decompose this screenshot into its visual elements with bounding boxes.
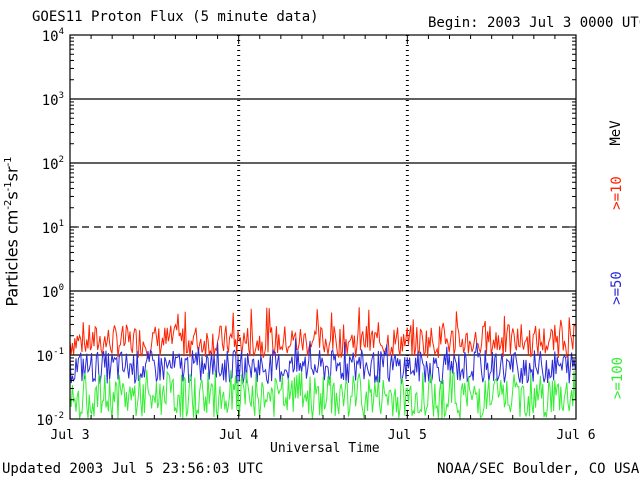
y-tick-label: 10-1	[36, 347, 64, 365]
source-label: NOAA/SEC Boulder, CO USA	[437, 461, 640, 477]
y-tick-label: 100	[42, 283, 64, 301]
y-tick-label: 101	[42, 219, 64, 237]
unit-label-mev: MeV	[608, 120, 624, 146]
y-tick-label: 102	[42, 155, 64, 173]
x-tick-label: Jul 3	[50, 428, 89, 443]
legend-ge10: >=10	[609, 176, 625, 210]
x-tick-label: Jul 4	[219, 428, 258, 443]
x-axis-label: Universal Time	[270, 441, 380, 456]
y-tick-label: 103	[42, 91, 64, 109]
begin-time-label: Begin: 2003 Jul 3 0000 UTC	[428, 15, 640, 31]
x-tick-label: Jul 6	[556, 428, 595, 443]
y-tick-label: 10-2	[36, 411, 64, 429]
chart-title: GOES11 Proton Flux (5 minute data)	[32, 9, 319, 25]
y-tick-label: 104	[42, 27, 64, 45]
series-line-ge100	[69, 369, 576, 419]
x-tick-label: Jul 5	[388, 428, 427, 443]
series-line-ge50	[69, 338, 576, 385]
series-line-ge10	[69, 307, 576, 360]
updated-timestamp: Updated 2003 Jul 5 23:56:03 UTC	[2, 461, 264, 477]
y-axis-label: Particles cm-2s-1sr-1	[2, 156, 22, 307]
legend-ge100: >=100	[610, 356, 626, 400]
legend-ge50: >=50	[609, 271, 625, 305]
